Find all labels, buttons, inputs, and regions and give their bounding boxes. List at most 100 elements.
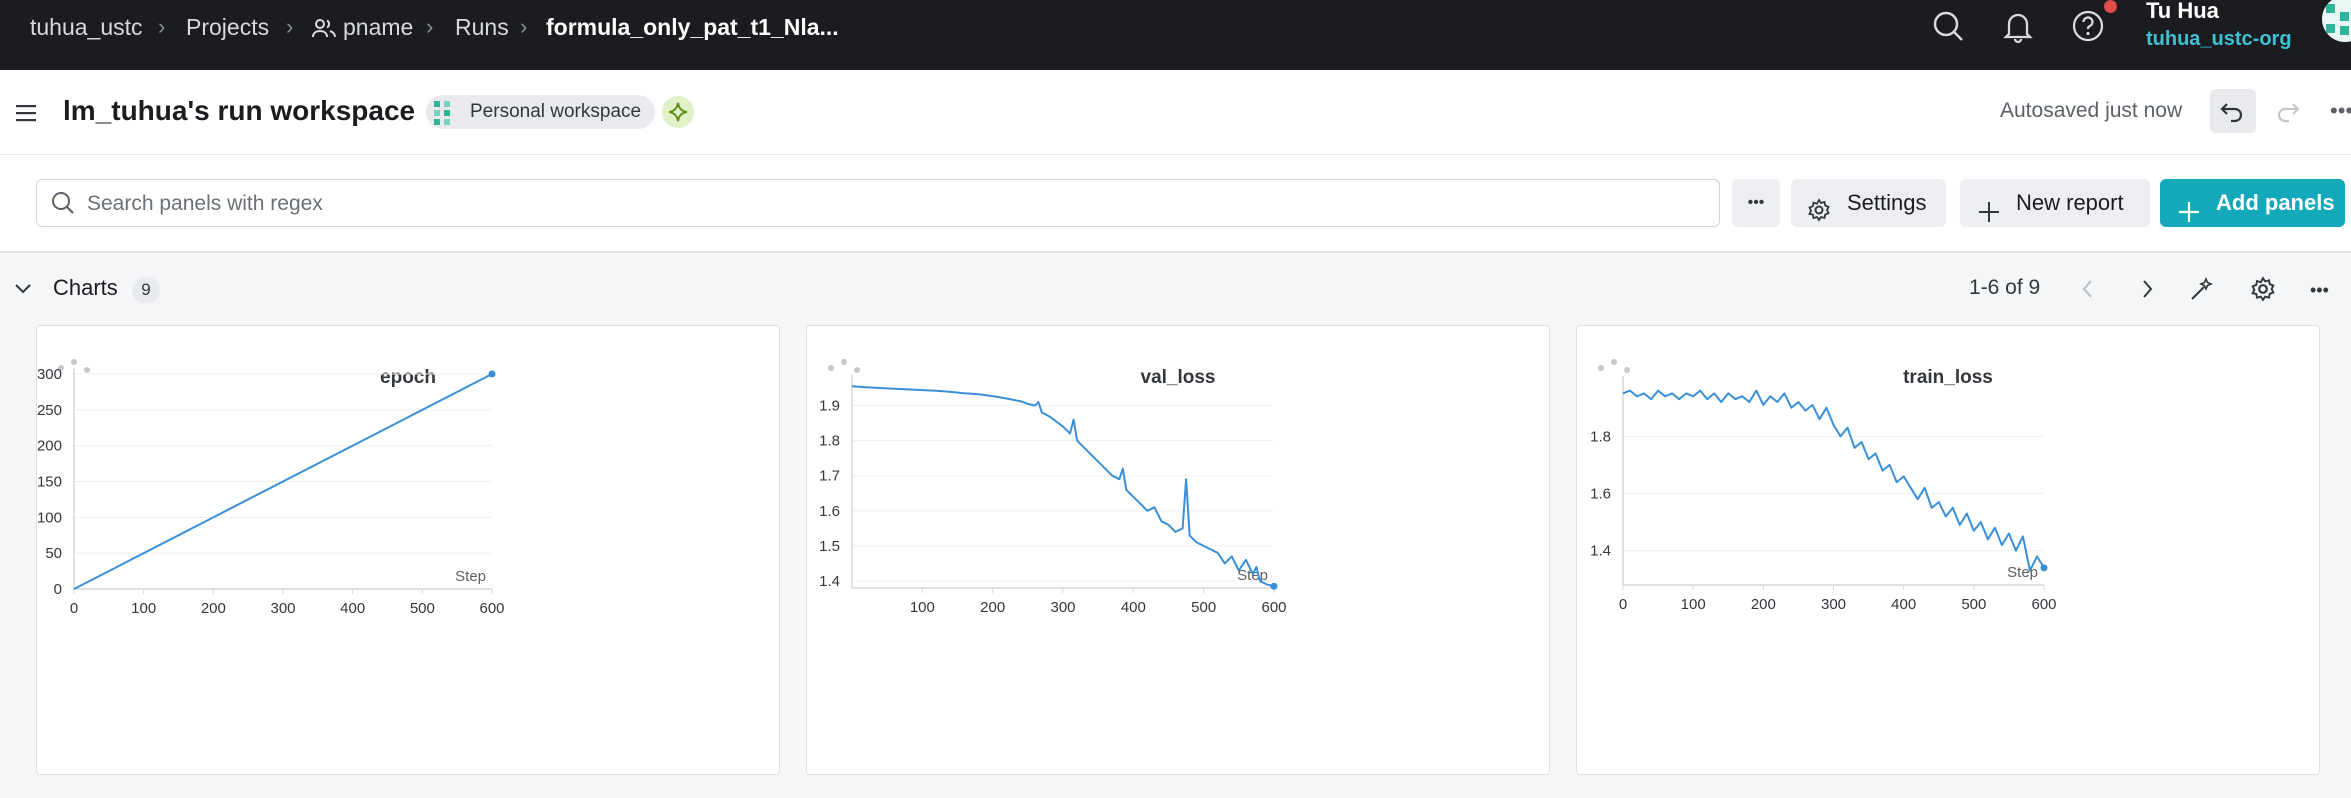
x-axis-label: Step <box>455 568 486 585</box>
search-input[interactable] <box>85 180 1689 228</box>
bell-icon[interactable] <box>2000 8 2036 44</box>
plus-icon <box>1978 192 2000 240</box>
panel-drag-handle-icon[interactable] <box>1597 356 1637 381</box>
chart-title: train_loss <box>1903 367 1993 388</box>
y-tick-label: 1.4 <box>819 573 840 590</box>
x-tick-label: 500 <box>1961 596 1986 613</box>
panel-toolbar: ••• Settings New report Add panels <box>0 155 2351 253</box>
y-tick-label: 100 <box>37 509 62 526</box>
search-icon[interactable] <box>1930 8 1966 44</box>
x-tick-label: 600 <box>479 600 504 617</box>
x-tick-label: 600 <box>2031 596 2056 613</box>
more-options-icon[interactable]: ••• <box>2310 280 2329 300</box>
x-tick-label: 300 <box>270 600 295 617</box>
breadcrumb-run-name[interactable]: formula_only_pat_t1_Nla... <box>546 14 839 40</box>
y-tick-label: 200 <box>37 438 62 455</box>
x-axis-label: Step <box>2007 564 2038 581</box>
y-tick-label: 0 <box>54 581 62 598</box>
workspace-logo-icon <box>432 99 462 137</box>
section-count-badge: 9 <box>132 277 160 303</box>
breadcrumb-runs[interactable]: Runs <box>455 14 509 40</box>
panel-drag-handle-icon[interactable] <box>827 356 867 381</box>
workspace-title: lm_tuhua's run workspace <box>63 95 416 126</box>
section-title[interactable]: Charts <box>53 275 118 300</box>
avatar[interactable] <box>2322 0 2351 42</box>
new-report-button[interactable]: New report <box>1960 179 2150 227</box>
breadcrumb-project[interactable]: pname <box>343 14 414 40</box>
chart-plot: 1.4 1.5 1.6 1.7 1.8 1.9 100 200 300 400 500 600 Step <box>819 375 1287 616</box>
users-icon <box>312 17 336 45</box>
user-name[interactable]: Tu Hua <box>2146 0 2219 23</box>
breadcrumb-entity[interactable]: tuhua_ustc <box>30 14 143 40</box>
workspace-type-label: Personal workspace <box>470 101 642 122</box>
gear-icon <box>1807 191 1831 239</box>
panel-drag-handle-icon[interactable] <box>57 356 97 381</box>
series-line <box>1622 389 2045 572</box>
y-tick-label: 50 <box>45 545 62 562</box>
x-tick-label: 500 <box>410 600 435 617</box>
y-tick-label: 300 <box>37 366 62 383</box>
undo-button[interactable] <box>2210 89 2256 133</box>
redo-button[interactable] <box>2264 89 2310 133</box>
y-tick-label: 1.6 <box>1590 486 1611 503</box>
x-tick-label: 600 <box>1261 599 1286 616</box>
chart-title: val_loss <box>1140 367 1216 388</box>
x-tick-label: 200 <box>201 600 226 617</box>
x-axis-label: Step <box>1237 567 1268 584</box>
x-tick-label: 200 <box>1751 596 1776 613</box>
magic-wand-icon[interactable] <box>2189 276 2215 307</box>
more-options-button[interactable]: ••• <box>1732 179 1780 227</box>
y-tick-label: 1.8 <box>1590 428 1611 445</box>
y-tick-label: 150 <box>37 474 62 491</box>
top-navigation-bar: tuhua_ustc › Projects › pname › Runs › f… <box>0 0 2351 70</box>
breadcrumb-chevron-icon: › <box>286 14 294 39</box>
y-tick-label: 1.4 <box>1590 543 1611 560</box>
settings-label: Settings <box>1847 190 1927 215</box>
series-end-point <box>1270 582 1278 590</box>
pagination-label: 1-6 of 9 <box>1969 276 2041 299</box>
x-tick-label: 100 <box>910 599 935 616</box>
breadcrumb-projects[interactable]: Projects <box>186 14 270 40</box>
menu-icon[interactable] <box>16 104 38 127</box>
breadcrumb-chevron-icon: › <box>520 14 528 39</box>
workspace-type-badge[interactable]: Personal workspace <box>426 95 656 129</box>
y-tick-label: 1.8 <box>819 433 840 450</box>
series-end-point <box>2040 564 2048 572</box>
chart-plot: 0 50 100 150 200 250 300 0 100 200 300 400 500 600 Ste… <box>37 366 505 617</box>
x-tick-label: 400 <box>340 600 365 617</box>
series-line <box>851 385 1275 588</box>
series-end-point <box>488 370 496 378</box>
notification-dot <box>2104 0 2117 13</box>
chart-plot: 1.4 1.6 1.8 0 100 200 300 400 500 600 Step <box>1590 376 2057 613</box>
y-tick-label: 1.9 <box>819 398 840 415</box>
collapse-chevron-icon[interactable] <box>14 282 32 300</box>
plus-icon <box>2178 192 2200 240</box>
search-icon <box>51 191 75 220</box>
x-tick-label: 200 <box>980 599 1005 616</box>
y-tick-label: 1.6 <box>819 503 840 520</box>
y-tick-label: 1.7 <box>819 468 840 485</box>
series-line <box>73 373 493 590</box>
breadcrumb-chevron-icon: › <box>158 14 166 39</box>
add-panels-button[interactable]: Add panels <box>2160 179 2345 227</box>
x-tick-label: 300 <box>1050 599 1075 616</box>
chart-panel-epoch[interactable]: epoch 0 50 100 150 200 250 300 0 100 200 300 400 500… <box>36 325 780 775</box>
workspace-header: lm_tuhua's run workspace Personal worksp… <box>0 70 2351 155</box>
y-tick-label: 1.5 <box>819 538 840 555</box>
chart-panel-train-loss[interactable]: train_loss 1.4 1.6 1.8 0 100 200 300 400 500 600 S… <box>1576 325 2320 775</box>
x-tick-label: 100 <box>131 600 156 617</box>
help-icon[interactable] <box>2070 8 2106 44</box>
new-report-label: New report <box>2016 190 2124 215</box>
x-tick-label: 0 <box>1619 596 1627 613</box>
chevron-left-icon[interactable] <box>2081 278 2095 305</box>
chart-panel-val-loss[interactable]: val_loss 1.4 1.5 1.6 1.7 1.8 1.9 100 200 300 400 5… <box>806 325 1550 775</box>
settings-button[interactable]: Settings <box>1791 179 1946 227</box>
user-org[interactable]: tuhua_ustc-org <box>2146 28 2292 50</box>
more-options-icon[interactable]: ••• <box>2330 98 2351 123</box>
sparkle-icon[interactable] <box>662 96 694 128</box>
x-tick-label: 100 <box>1681 596 1706 613</box>
y-tick-label: 250 <box>37 402 62 419</box>
gear-icon[interactable] <box>2250 276 2276 307</box>
chevron-right-icon[interactable] <box>2140 278 2154 305</box>
autosave-status: Autosaved just now <box>2000 99 2183 122</box>
